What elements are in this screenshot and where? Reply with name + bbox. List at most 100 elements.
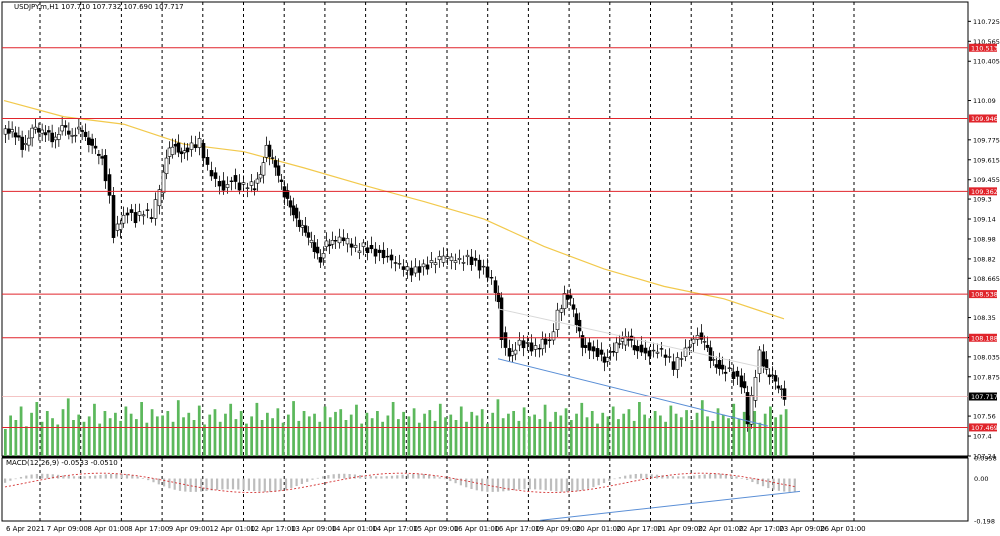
volume-bar: [93, 403, 96, 456]
candle-body: [595, 348, 600, 357]
candle-body: [651, 349, 656, 352]
candle-body: [90, 138, 94, 146]
volume-bar: [737, 419, 741, 456]
candle-body: [782, 388, 787, 400]
y-tick-label: 107.24: [973, 453, 996, 461]
x-tick-label: 16 Apr 01:00: [454, 525, 500, 533]
candle-body: [571, 304, 576, 310]
volume-bar: [203, 424, 206, 456]
macd-histogram-bar: [655, 474, 659, 479]
volume-bar: [103, 411, 107, 456]
x-tick-label: 21 Apr 09:00: [657, 525, 703, 533]
volume-bar: [601, 412, 605, 456]
volume-bar: [742, 411, 746, 456]
candle-body: [675, 357, 680, 370]
volume-bar: [213, 409, 217, 456]
candle-body: [409, 267, 414, 276]
candle-body: [568, 295, 573, 299]
candle-body: [70, 135, 74, 137]
candle-body: [185, 147, 190, 153]
volume-bar: [664, 421, 667, 456]
macd-histogram-bar: [163, 478, 166, 487]
macd-histogram-bar: [94, 475, 97, 479]
volume-bar: [470, 411, 474, 456]
candle-body: [205, 156, 210, 165]
candle-body: [525, 342, 530, 344]
candle-body: [297, 219, 302, 228]
volume-bar: [679, 417, 683, 456]
volume-bar: [596, 423, 599, 456]
volume-bar: [590, 411, 594, 456]
level-tag: [969, 114, 997, 123]
candle-body: [327, 244, 332, 247]
y-tick-label: 108.35: [973, 314, 996, 322]
candle-body: [587, 342, 592, 351]
candle-body: [27, 137, 31, 146]
candle-body: [580, 335, 585, 348]
candle-body: [345, 238, 350, 245]
x-tick-label: 8 Apr 17:00: [128, 525, 169, 533]
candle-body: [285, 190, 290, 199]
candle-body: [405, 266, 410, 271]
macd-histogram-bar: [671, 476, 674, 479]
candle-body: [133, 212, 138, 224]
candle-body: [264, 145, 269, 158]
volume-bar: [501, 418, 505, 456]
volume-bar: [14, 420, 18, 456]
volume-bar: [365, 412, 369, 456]
volume-bar: [512, 411, 516, 456]
candle-body: [258, 174, 263, 179]
candle-body: [583, 345, 588, 348]
volume-bar: [444, 417, 447, 456]
candle-body: [145, 209, 150, 211]
candle-body: [477, 259, 482, 271]
macd-histogram-bar: [698, 475, 701, 479]
macd-histogram-bar: [263, 478, 266, 492]
macd-histogram-bar: [327, 475, 330, 479]
macd-histogram-bar: [661, 475, 664, 479]
macd-histogram-bar: [35, 473, 38, 479]
candle-body: [489, 277, 494, 279]
macd-histogram-bar: [523, 478, 526, 490]
macd-histogram-bar: [682, 476, 685, 479]
volume-bar: [690, 420, 694, 456]
candle-body: [193, 144, 198, 149]
level-tag-label: 110.513: [971, 44, 998, 52]
volume-bar: [758, 422, 762, 456]
x-tick-label: 20 Apr 01:00: [576, 525, 622, 533]
candle-body: [779, 388, 784, 391]
volume-bar: [229, 403, 233, 456]
volume-bar: [638, 402, 641, 456]
moving-average-line: [3, 99, 785, 320]
candle-body: [279, 179, 284, 182]
candle-body: [742, 381, 747, 389]
macd-histogram-bar: [83, 476, 86, 479]
candle-body: [309, 239, 314, 243]
macd-histogram-bar: [465, 478, 468, 488]
candle-body: [425, 264, 430, 270]
candle-body: [23, 143, 28, 146]
macd-histogram-bar: [746, 478, 749, 480]
volume-bar: [706, 416, 709, 456]
macd-histogram-bar: [512, 478, 515, 491]
volume-bar: [239, 411, 243, 456]
macd-histogram-bar: [724, 474, 727, 479]
volume-bar: [386, 415, 390, 456]
macd-histogram-bar: [719, 473, 722, 479]
macd-histogram-bar: [274, 478, 277, 492]
volume-bar: [407, 416, 411, 456]
volume-bar: [454, 420, 458, 456]
macd-histogram-bar: [761, 478, 765, 487]
volume-bar: [659, 415, 662, 456]
candle-body: [735, 370, 740, 377]
volume-bar: [381, 421, 385, 456]
candle-body: [445, 256, 450, 259]
candle-body: [449, 256, 454, 261]
candle-body: [233, 175, 238, 182]
candle-body: [389, 254, 394, 261]
volume-bar: [554, 411, 557, 456]
candle-body: [499, 297, 504, 341]
macd-histogram-bar: [200, 478, 203, 492]
macd-histogram-bar: [359, 475, 362, 479]
